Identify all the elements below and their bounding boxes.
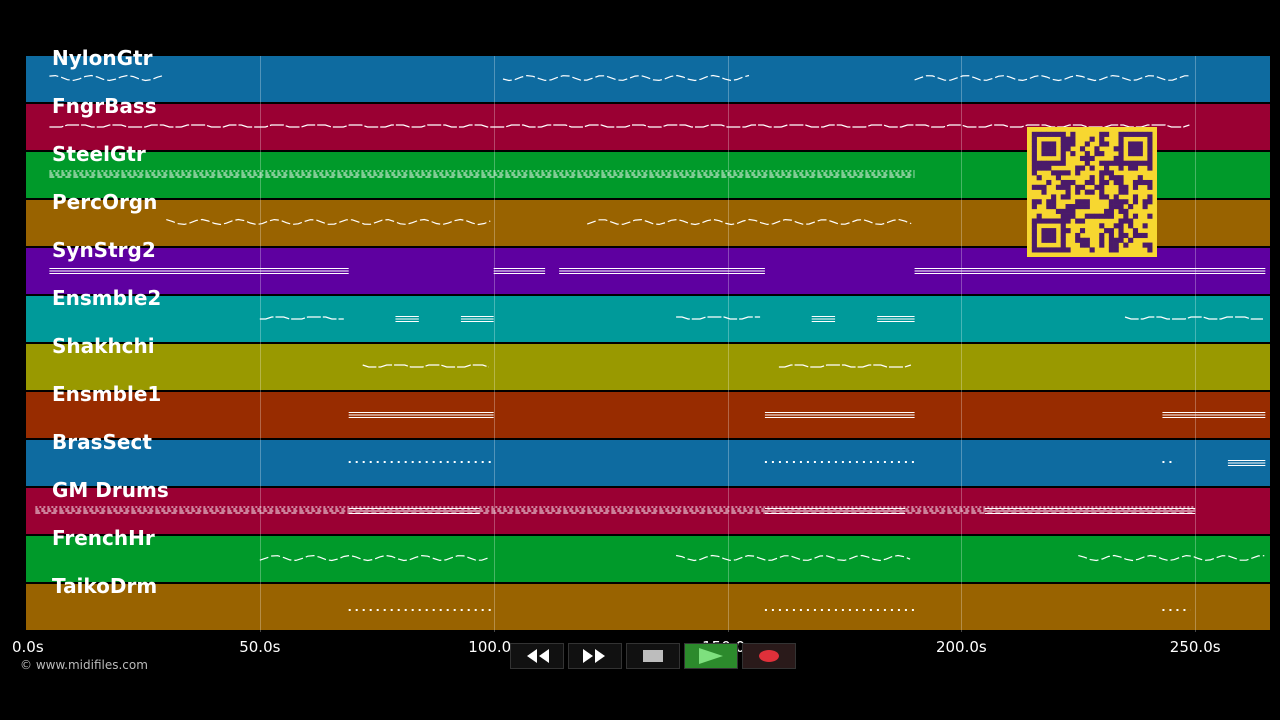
note-track bbox=[49, 268, 1266, 274]
track-lane: Shakhchi bbox=[26, 334, 1270, 392]
track-lane: GM Drums bbox=[26, 478, 1270, 536]
track-name: Ensmble1 bbox=[52, 382, 162, 406]
note-cluster bbox=[778, 364, 912, 368]
track-lane: FngrBass bbox=[26, 94, 1270, 152]
fast-forward-button[interactable] bbox=[568, 643, 622, 669]
note-cluster bbox=[166, 218, 491, 226]
note-track bbox=[35, 506, 1196, 514]
tick-label: 200.0s bbox=[935, 638, 987, 656]
note-cluster bbox=[811, 316, 836, 322]
track-name: FngrBass bbox=[52, 94, 157, 118]
note-cluster bbox=[49, 170, 915, 178]
note-track bbox=[49, 74, 1191, 82]
note-cluster bbox=[877, 316, 915, 322]
note-cluster bbox=[914, 268, 1196, 274]
record-icon bbox=[759, 650, 779, 662]
track-name: GM Drums bbox=[52, 478, 169, 502]
note-track bbox=[49, 170, 915, 178]
note-cluster bbox=[259, 554, 488, 562]
tick-label: 50.0s bbox=[239, 638, 281, 656]
note-track bbox=[259, 554, 1265, 562]
track-name: NylonGtr bbox=[52, 46, 153, 70]
note-cluster bbox=[1227, 460, 1266, 466]
note-cluster bbox=[259, 316, 344, 320]
track-lane: NylonGtr bbox=[26, 46, 1270, 104]
note-track bbox=[348, 460, 1266, 466]
track-name: FrenchHr bbox=[52, 526, 155, 550]
rewind-button[interactable] bbox=[510, 643, 564, 669]
note-track bbox=[49, 124, 1190, 128]
note-cluster bbox=[676, 316, 761, 320]
time-gridline bbox=[1195, 56, 1197, 632]
stop-button[interactable] bbox=[626, 643, 680, 669]
note-cluster bbox=[49, 74, 164, 82]
play-icon bbox=[699, 648, 723, 664]
note-track bbox=[259, 316, 1263, 322]
note-cluster bbox=[1162, 412, 1266, 418]
track-name: Ensmble2 bbox=[52, 286, 162, 310]
time-gridline bbox=[493, 56, 495, 632]
note-cluster bbox=[764, 412, 915, 418]
note-cluster bbox=[914, 74, 1191, 82]
time-gridline bbox=[727, 56, 729, 632]
record-button[interactable] bbox=[742, 643, 796, 669]
rewind-icon bbox=[527, 649, 549, 663]
note-track bbox=[348, 412, 1266, 418]
track-lane: BrasSect bbox=[26, 430, 1270, 488]
note-cluster bbox=[348, 508, 480, 514]
note-cluster bbox=[1078, 554, 1265, 562]
fast-forward-icon bbox=[583, 649, 605, 663]
note-cluster bbox=[984, 508, 1196, 514]
note-cluster bbox=[49, 268, 349, 274]
note-track bbox=[166, 218, 912, 226]
note-track bbox=[348, 609, 1191, 611]
note-cluster bbox=[348, 412, 494, 418]
copyright-notice: © www.midifiles.com bbox=[20, 658, 148, 672]
note-cluster bbox=[460, 316, 494, 322]
note-track bbox=[362, 364, 912, 368]
note-cluster bbox=[1171, 268, 1266, 274]
play-button[interactable] bbox=[684, 643, 738, 669]
note-cluster bbox=[1124, 316, 1263, 320]
time-gridline bbox=[961, 56, 963, 632]
track-lane: Ensmble2 bbox=[26, 286, 1270, 344]
track-name: TaikoDrm bbox=[52, 574, 158, 598]
qr-code-image bbox=[1027, 127, 1157, 257]
tick-label: 100.0s bbox=[468, 638, 520, 656]
time-gridline bbox=[259, 56, 261, 632]
note-cluster bbox=[362, 364, 489, 368]
note-cluster bbox=[559, 268, 765, 274]
stop-icon bbox=[643, 650, 663, 662]
track-lane: SynStrg2 bbox=[26, 238, 1270, 296]
note-cluster bbox=[49, 124, 1190, 128]
note-cluster bbox=[764, 508, 906, 514]
note-cluster bbox=[493, 268, 546, 274]
tick-label: 250.0s bbox=[1169, 638, 1221, 656]
track-lane: FrenchHr bbox=[26, 526, 1270, 584]
track-name: SteelGtr bbox=[52, 142, 146, 166]
tick-label: 0.0s bbox=[12, 638, 44, 656]
track-name: Shakhchi bbox=[52, 334, 155, 358]
track-lane: Ensmble1 bbox=[26, 382, 1270, 440]
note-cluster bbox=[35, 506, 1196, 514]
track-name: BrasSect bbox=[52, 430, 152, 454]
track-name: SynStrg2 bbox=[52, 238, 156, 262]
track-name: PercOrgn bbox=[52, 190, 158, 214]
note-cluster bbox=[502, 74, 750, 82]
transport-controls bbox=[510, 643, 796, 670]
note-cluster bbox=[586, 218, 912, 226]
track-lane: TaikoDrm bbox=[26, 574, 1270, 632]
note-cluster bbox=[675, 554, 911, 562]
note-cluster bbox=[395, 316, 419, 322]
